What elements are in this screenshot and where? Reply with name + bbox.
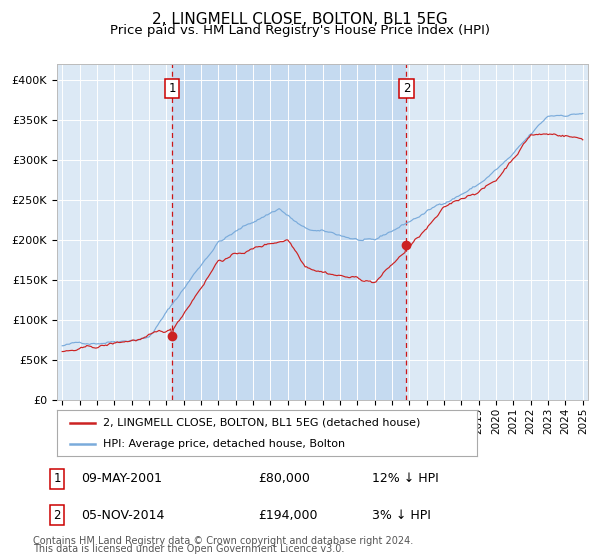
Text: £80,000: £80,000: [258, 472, 310, 486]
Text: 05-NOV-2014: 05-NOV-2014: [81, 508, 164, 522]
Text: 2, LINGMELL CLOSE, BOLTON, BL1 5EG: 2, LINGMELL CLOSE, BOLTON, BL1 5EG: [152, 12, 448, 27]
Text: This data is licensed under the Open Government Licence v3.0.: This data is licensed under the Open Gov…: [33, 544, 344, 554]
Bar: [172, 64, 406, 400]
Text: 2: 2: [403, 82, 410, 95]
Text: Price paid vs. HM Land Registry's House Price Index (HPI): Price paid vs. HM Land Registry's House …: [110, 24, 490, 37]
Text: 2, LINGMELL CLOSE, BOLTON, BL1 5EG (detached house): 2, LINGMELL CLOSE, BOLTON, BL1 5EG (deta…: [103, 418, 421, 428]
Text: £194,000: £194,000: [258, 508, 317, 522]
Text: 12% ↓ HPI: 12% ↓ HPI: [372, 472, 439, 486]
Text: 1: 1: [53, 472, 61, 486]
Text: 09-MAY-2001: 09-MAY-2001: [81, 472, 162, 486]
Text: 2: 2: [53, 508, 61, 522]
Text: Contains HM Land Registry data © Crown copyright and database right 2024.: Contains HM Land Registry data © Crown c…: [33, 536, 413, 546]
Text: HPI: Average price, detached house, Bolton: HPI: Average price, detached house, Bolt…: [103, 439, 346, 449]
Text: 3% ↓ HPI: 3% ↓ HPI: [372, 508, 431, 522]
Text: 1: 1: [169, 82, 176, 95]
